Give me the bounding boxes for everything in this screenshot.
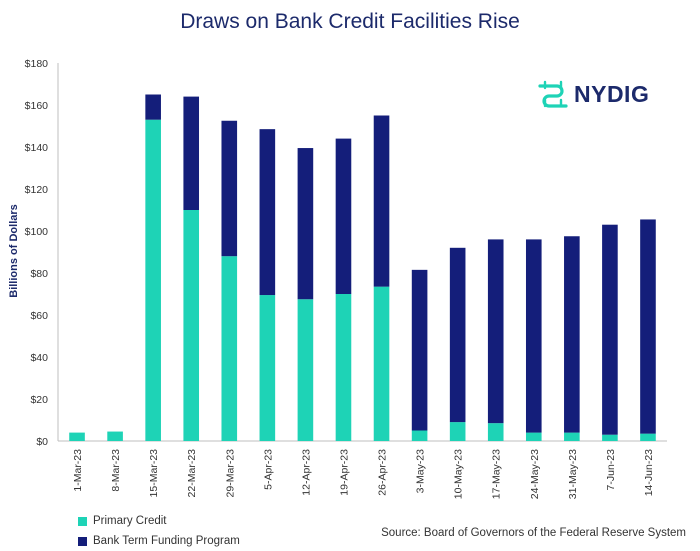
bar-primary-credit (564, 432, 580, 441)
x-tick-label: 3-May-23 (415, 449, 427, 494)
bar-btfp (602, 224, 618, 435)
x-tick-label: 14-Jun-23 (643, 449, 655, 496)
bar-primary-credit (335, 294, 352, 441)
bar-btfp (564, 236, 580, 433)
bar-primary-credit (297, 299, 314, 441)
bar-primary-credit (107, 431, 123, 441)
x-tick-label: 12-Apr-23 (300, 449, 312, 496)
x-tick-label: 15-Mar-23 (148, 449, 160, 498)
bar-primary-credit (145, 119, 161, 441)
x-tick-label: 26-Apr-23 (377, 449, 389, 496)
bar-btfp (183, 96, 200, 210)
y-tick-label: $80 (30, 268, 48, 280)
bar-btfp (525, 239, 542, 433)
y-tick-label: $140 (25, 142, 49, 154)
y-tick-label: $160 (25, 100, 49, 112)
x-tick-label: 31-May-23 (567, 449, 579, 499)
bar-btfp (259, 129, 276, 296)
bar-primary-credit (183, 210, 200, 441)
legend-item-primary-credit: Primary Credit (78, 511, 240, 531)
legend: Primary Credit Bank Term Funding Program (78, 511, 240, 551)
bar-primary-credit (487, 423, 504, 441)
bars (69, 94, 656, 441)
legend-label: Bank Term Funding Program (93, 535, 240, 547)
bar-primary-credit (525, 432, 542, 441)
y-tick-label: $120 (25, 184, 49, 196)
y-tick-label: $100 (25, 226, 49, 238)
x-tick-label: 29-Mar-23 (224, 449, 236, 498)
chart-title: Draws on Bank Credit Facilities Rise (180, 10, 520, 33)
bar-btfp (335, 138, 352, 294)
legend-swatch-btfp (78, 536, 87, 546)
bar-btfp (145, 94, 161, 120)
legend-item-btfp: Bank Term Funding Program (78, 531, 240, 551)
y-tick-label: $40 (30, 352, 48, 364)
bar-btfp (297, 148, 314, 300)
y-tick-label: $60 (30, 310, 48, 322)
x-tick-label: 24-May-23 (529, 449, 541, 499)
nydig-logo-icon (538, 80, 568, 108)
x-tick-label: 22-Mar-23 (186, 449, 198, 498)
bar-btfp (640, 219, 656, 434)
bar-btfp (411, 269, 428, 431)
x-axis: 1-Mar-23 8-Mar-23 15-Mar-23 22-Mar-23 29-Mar… (58, 440, 667, 499)
x-tick-label: 10-May-23 (453, 449, 465, 499)
y-tick-label: $20 (30, 394, 48, 406)
logo-text: NYDIG (574, 80, 650, 107)
bar-btfp (221, 120, 238, 257)
y-tick-label: $0 (36, 436, 48, 448)
bar-primary-credit (640, 433, 656, 441)
bar-primary-credit (373, 286, 390, 441)
x-tick-label: 17-May-23 (491, 449, 503, 499)
x-tick-label: 8-Mar-23 (110, 449, 122, 492)
x-tick-label: 7-Jun-23 (605, 449, 617, 491)
x-tick-label: 19-Apr-23 (338, 449, 350, 496)
x-tick-label: 1-Mar-23 (72, 449, 84, 492)
bar-btfp (487, 239, 504, 424)
legend-label: Primary Credit (93, 515, 167, 527)
bar-primary-credit (259, 295, 276, 441)
y-axis: $0 $20 $40 $60 $80 $100 $120 $140 $160 $180 (25, 58, 59, 448)
x-tick-label: 5-Apr-23 (262, 449, 274, 490)
bar-primary-credit (602, 434, 618, 441)
bar-primary-credit (221, 256, 238, 441)
nydig-logo: NYDIG (537, 80, 649, 108)
y-axis-label: Billions of Dollars (8, 204, 20, 298)
source-note: Source: Board of Governors of the Federa… (381, 527, 686, 539)
y-tick-label: $180 (25, 58, 49, 70)
bar-btfp (449, 247, 466, 423)
bar-primary-credit (69, 432, 85, 441)
bar-primary-credit (411, 430, 428, 441)
stacked-bar-chart: $0 $20 $40 $60 $80 $100 $120 $140 $160 $180 1-Mar… (8, 58, 667, 499)
bar-primary-credit (449, 422, 466, 441)
bar-btfp (373, 115, 390, 287)
legend-swatch-primary-credit (78, 516, 87, 526)
